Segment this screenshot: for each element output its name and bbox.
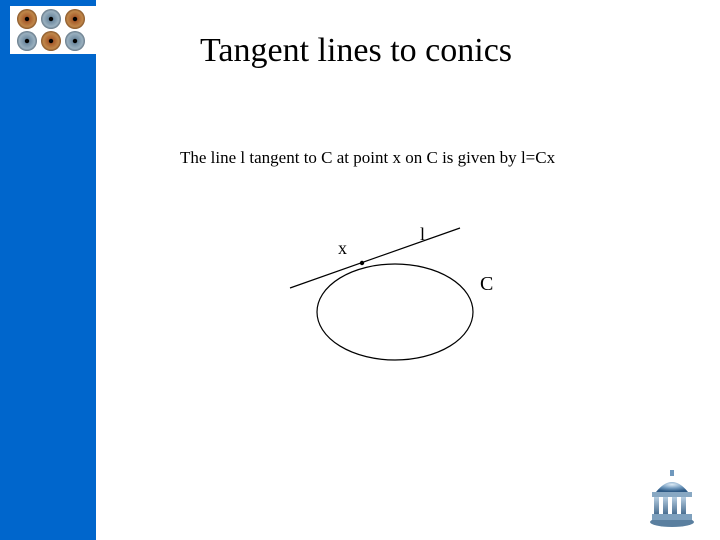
caption-text: at point: [333, 148, 393, 167]
caption-sym-x: x: [392, 148, 401, 167]
caption-eq: l=Cx: [521, 148, 555, 167]
label-x: x: [338, 238, 347, 258]
caption-sym-C: C: [426, 148, 437, 167]
caption-text: is given by: [438, 148, 521, 167]
page-title: Tangent lines to conics: [200, 32, 512, 70]
label-l: l: [420, 224, 425, 244]
conic-ellipse: [317, 264, 473, 360]
tangent-point: [360, 261, 364, 265]
slide-page: Tangent lines to conics The line l tange…: [0, 0, 720, 540]
caption-text: on: [401, 148, 427, 167]
footer-logo: [640, 466, 704, 530]
caption-line: The line l tangent to C at point x on C …: [180, 148, 555, 168]
caption-text: tangent to: [245, 148, 321, 167]
tangent-line: [290, 228, 460, 288]
sidebar-band: [0, 0, 96, 540]
caption-sym-C: C: [321, 148, 332, 167]
caption-text: The line: [180, 148, 240, 167]
tangent-diagram: x l C: [280, 210, 540, 380]
label-C: C: [480, 273, 493, 295]
corner-logo: [10, 6, 96, 54]
